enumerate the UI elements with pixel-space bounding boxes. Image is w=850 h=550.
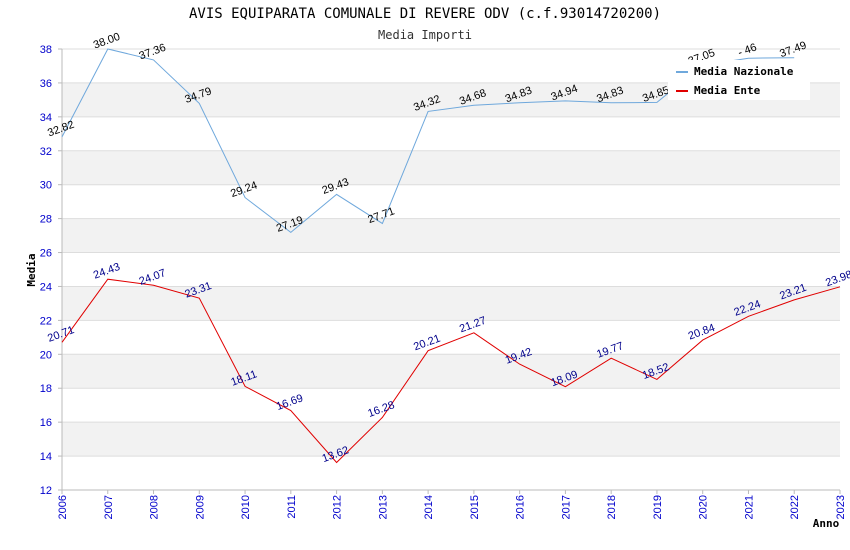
- series-line-media-ente: [61, 278, 841, 464]
- background-band: [62, 150, 840, 185]
- x-tick-label: 2013: [377, 495, 389, 519]
- x-tick-label: 2009: [194, 495, 206, 519]
- y-axis-label: Media: [25, 253, 38, 286]
- y-tick-label: 38: [40, 44, 52, 56]
- x-tick-label: 2014: [423, 495, 435, 519]
- y-tick-label: 36: [40, 78, 52, 90]
- background-bands: [62, 82, 840, 457]
- x-tick-label: 2020: [698, 495, 710, 519]
- legend-box: [668, 60, 810, 100]
- data-label-media-nazionale: 37.49: [778, 39, 808, 60]
- y-tick-label: 32: [40, 146, 52, 158]
- x-tick-label: 2017: [560, 495, 572, 519]
- legend: Media Nazionale Media Ente: [668, 60, 810, 100]
- background-band: [62, 218, 840, 253]
- chart-subtitle: Media Importi: [378, 28, 472, 42]
- gridlines: [58, 48, 841, 494]
- data-label-media-ente: 20.21: [412, 333, 442, 354]
- background-band: [62, 286, 840, 321]
- data-label-media-nazionale: - 46: [736, 41, 758, 59]
- x-tick-label: 2012: [332, 495, 344, 519]
- x-tick-label: 2008: [149, 495, 161, 519]
- data-label-media-ente: 24.43: [92, 261, 122, 282]
- x-tick-labels: 2006 2007 2008 2009 2010 2011 2012 2013 2014 2015…: [57, 495, 847, 519]
- y-tick-label: 26: [40, 248, 52, 260]
- x-tick-label: 2023: [835, 495, 847, 519]
- x-tick-label: 2022: [789, 495, 801, 519]
- y-tick-label: 22: [40, 315, 52, 327]
- x-tick-label: 2007: [103, 495, 115, 519]
- y-tick-label: 28: [40, 214, 52, 226]
- y-tick-labels: 12 14 16 18 20 22 24 26 28 30 32 34 36 38: [40, 44, 52, 497]
- data-label-media-ente: 20.84: [687, 322, 717, 343]
- x-tick-label: 2010: [240, 495, 252, 519]
- background-band: [62, 422, 840, 457]
- data-label-media-nazionale: 38.00: [92, 31, 122, 52]
- data-label-media-ente: 16.28: [366, 399, 396, 420]
- legend-label-media-ente: Media Ente: [694, 84, 761, 97]
- y-tick-label: 12: [40, 485, 52, 497]
- x-tick-label: 2019: [652, 495, 664, 519]
- legend-label-media-nazionale: Media Nazionale: [694, 65, 794, 78]
- chart-title: AVIS EQUIPARATA COMUNALE DI REVERE ODV (…: [189, 6, 661, 22]
- y-tick-label: 24: [40, 281, 52, 293]
- y-tick-label: 16: [40, 417, 52, 429]
- y-tick-label: 30: [40, 180, 52, 192]
- x-tick-label: 2006: [57, 495, 69, 519]
- x-tick-label: 2021: [743, 495, 755, 519]
- x-axis-label: Anno: [813, 517, 840, 530]
- x-tick-label: 2015: [469, 495, 481, 519]
- background-band: [62, 354, 840, 389]
- y-tick-label: 18: [40, 383, 52, 395]
- y-tick-label: 34: [40, 112, 52, 124]
- y-tick-label: 20: [40, 349, 52, 361]
- y-tick-label: 14: [40, 451, 52, 463]
- x-tick-label: 2011: [286, 495, 298, 519]
- x-tick-label: 2018: [606, 495, 618, 519]
- x-tick-label: 2016: [515, 495, 527, 519]
